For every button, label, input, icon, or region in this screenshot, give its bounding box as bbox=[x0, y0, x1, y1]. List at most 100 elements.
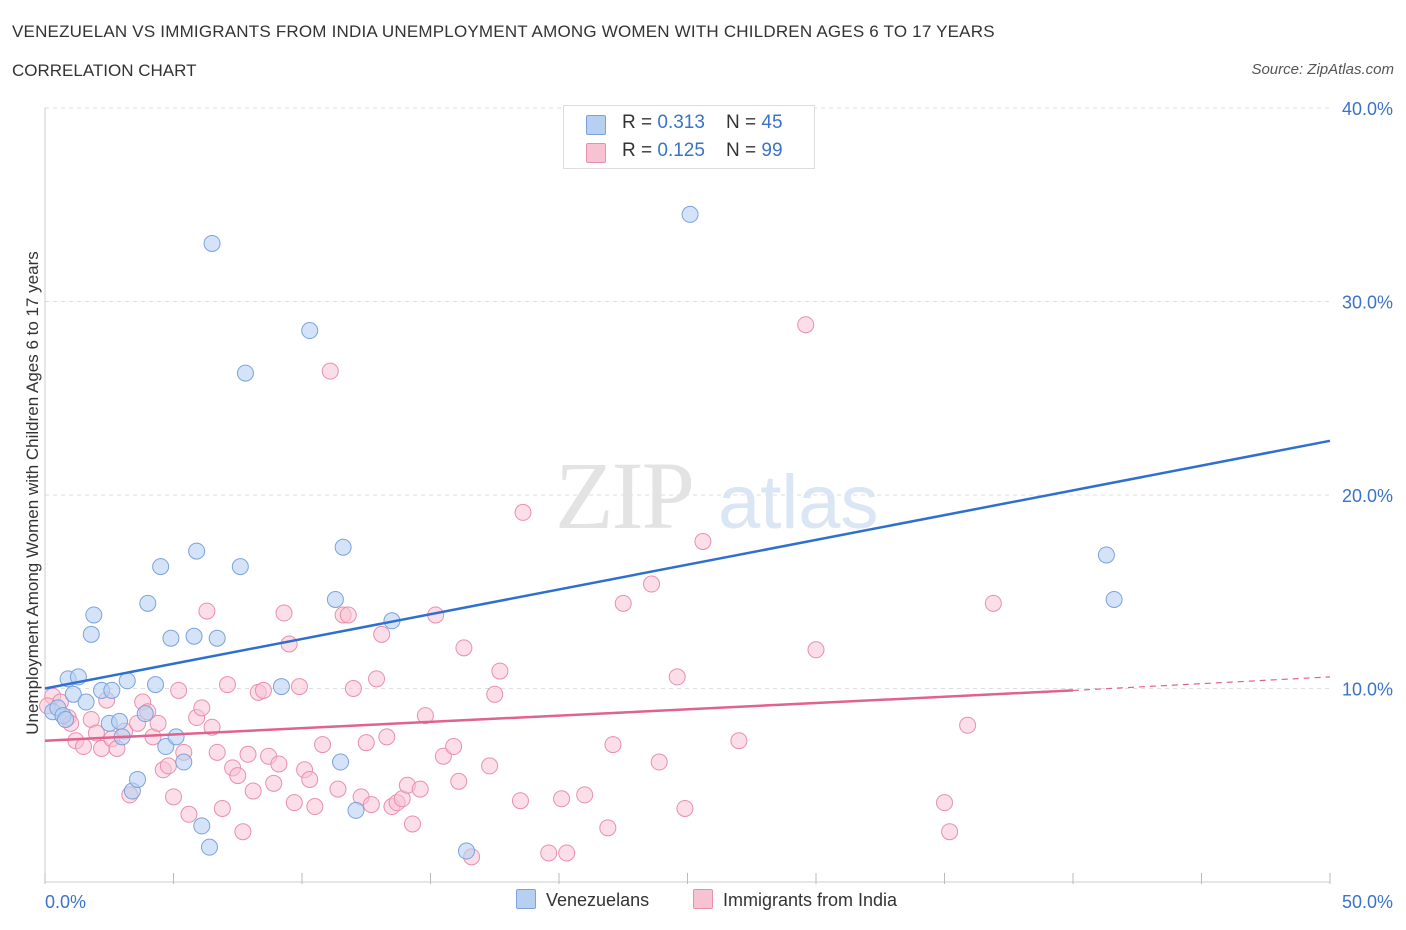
india-point-44 bbox=[290, 678, 308, 696]
india-point-84 bbox=[614, 594, 632, 612]
india-swatch bbox=[586, 143, 606, 163]
india-point-42 bbox=[280, 635, 298, 653]
venezuelans-swatch bbox=[586, 115, 606, 135]
india-point-47 bbox=[306, 798, 324, 816]
india-point-66 bbox=[416, 707, 434, 725]
india-point-43 bbox=[285, 794, 303, 812]
india-point-89 bbox=[694, 532, 712, 550]
venezuelan-point-39 bbox=[347, 801, 365, 819]
n-label: N = bbox=[726, 140, 762, 161]
india-point-19 bbox=[159, 757, 177, 775]
venezuelan-point-5 bbox=[64, 685, 82, 703]
venezuelan-point-24 bbox=[167, 728, 185, 746]
x-tick-label-min: 0.0% bbox=[45, 892, 86, 912]
india-point-69 bbox=[445, 738, 463, 756]
y-axis-label: Unemployment Among Women with Children A… bbox=[23, 251, 42, 735]
r-value: 0.313 bbox=[657, 112, 705, 133]
india-point-41 bbox=[275, 604, 293, 622]
india-point-83 bbox=[604, 736, 622, 754]
venezuelan-point-21 bbox=[152, 558, 170, 576]
x-tick-label-max: 50.0% bbox=[1342, 892, 1393, 912]
india-point-34 bbox=[239, 745, 257, 763]
india-trend-line bbox=[44, 689, 1074, 742]
venezuelan-point-3 bbox=[57, 710, 75, 728]
y-tick-label-1: 20.0% bbox=[1342, 486, 1393, 506]
india-point-64 bbox=[404, 815, 422, 833]
india-point-96 bbox=[984, 594, 1002, 612]
y-tick-label-3: 40.0% bbox=[1342, 99, 1393, 119]
india-point-48 bbox=[314, 736, 332, 754]
venezuelan-point-18 bbox=[136, 705, 154, 723]
gridlines bbox=[45, 107, 1330, 689]
r-value: 0.125 bbox=[657, 140, 705, 161]
venezuelan-point-34 bbox=[272, 678, 290, 696]
venezuelan-point-15 bbox=[118, 672, 136, 690]
india-point-92 bbox=[807, 641, 825, 659]
axes bbox=[44, 108, 1331, 884]
india-point-53 bbox=[344, 680, 362, 697]
india-point-58 bbox=[373, 625, 391, 643]
venezuelan-point-19 bbox=[139, 594, 157, 612]
india-point-65 bbox=[411, 780, 429, 798]
india-point-81 bbox=[576, 786, 594, 804]
india-point-20 bbox=[165, 788, 182, 806]
chart-subtitle: CORRELATION CHART bbox=[12, 61, 197, 80]
india-point-77 bbox=[514, 503, 532, 521]
india-trend-extension bbox=[1072, 676, 1331, 692]
legend-india-text: R = 0.125 N = 99 bbox=[622, 140, 783, 162]
india-point-93 bbox=[936, 794, 953, 812]
venezuelan-point-13 bbox=[111, 712, 129, 730]
india-point-30 bbox=[218, 676, 236, 694]
venezuelan-point-35 bbox=[301, 322, 319, 340]
india-label: Immigrants from India bbox=[723, 890, 898, 910]
r-label: R = bbox=[622, 140, 658, 161]
chart-title: VENEZUELAN VS IMMIGRANTS FROM INDIA UNEM… bbox=[12, 22, 995, 41]
india-point-39 bbox=[265, 774, 283, 792]
venezuelan-point-12 bbox=[103, 681, 121, 699]
watermark: ZIP atlas bbox=[555, 442, 879, 549]
venezuelans-swatch bbox=[516, 889, 536, 909]
venezuelan-point-28 bbox=[193, 817, 211, 835]
n-value: 45 bbox=[761, 112, 783, 133]
venezuelan-point-42 bbox=[681, 205, 699, 223]
india-point-40 bbox=[270, 755, 288, 773]
venezuelan-point-7 bbox=[77, 693, 95, 711]
india-point-35 bbox=[244, 782, 262, 800]
india-point-28 bbox=[208, 743, 226, 761]
india-point-49 bbox=[321, 362, 339, 380]
india-point-23 bbox=[180, 805, 198, 823]
india-point-88 bbox=[676, 799, 694, 817]
india-point-71 bbox=[455, 639, 473, 657]
india-point-82 bbox=[599, 819, 617, 837]
venezuelan-points bbox=[44, 205, 1123, 860]
india-point-32 bbox=[229, 767, 247, 785]
venezuelan-point-20 bbox=[147, 676, 165, 694]
india-point-21 bbox=[170, 681, 188, 699]
venezuelan-point-25 bbox=[175, 753, 193, 771]
india-swatch bbox=[693, 889, 713, 909]
india-point-95 bbox=[959, 716, 977, 734]
india-point-25 bbox=[193, 699, 211, 717]
india-point-90 bbox=[730, 732, 748, 750]
india-points bbox=[39, 316, 1002, 866]
india-point-52 bbox=[339, 606, 357, 624]
r-label: R = bbox=[622, 112, 658, 133]
trend-lines bbox=[44, 439, 1331, 742]
india-point-85 bbox=[643, 575, 661, 593]
india-point-29 bbox=[213, 799, 231, 817]
bottom-legend-india: Immigrants from India bbox=[693, 889, 897, 911]
venezuelan-point-38 bbox=[332, 753, 350, 771]
india-point-59 bbox=[378, 728, 396, 746]
venezuelan-trend-line bbox=[44, 439, 1331, 690]
venezuelan-point-31 bbox=[208, 629, 226, 647]
india-point-46 bbox=[301, 770, 319, 788]
y-tick-label-2: 30.0% bbox=[1342, 293, 1393, 313]
india-point-4 bbox=[75, 738, 93, 756]
venezuelan-point-41 bbox=[457, 842, 475, 860]
india-point-76 bbox=[511, 792, 529, 810]
india-point-79 bbox=[553, 790, 571, 808]
stats-legend: R = 0.313 N = 45 R = 0.125 N = 99 bbox=[563, 105, 815, 169]
watermark-atlas: atlas bbox=[718, 460, 879, 545]
venezuelan-point-9 bbox=[85, 606, 103, 624]
